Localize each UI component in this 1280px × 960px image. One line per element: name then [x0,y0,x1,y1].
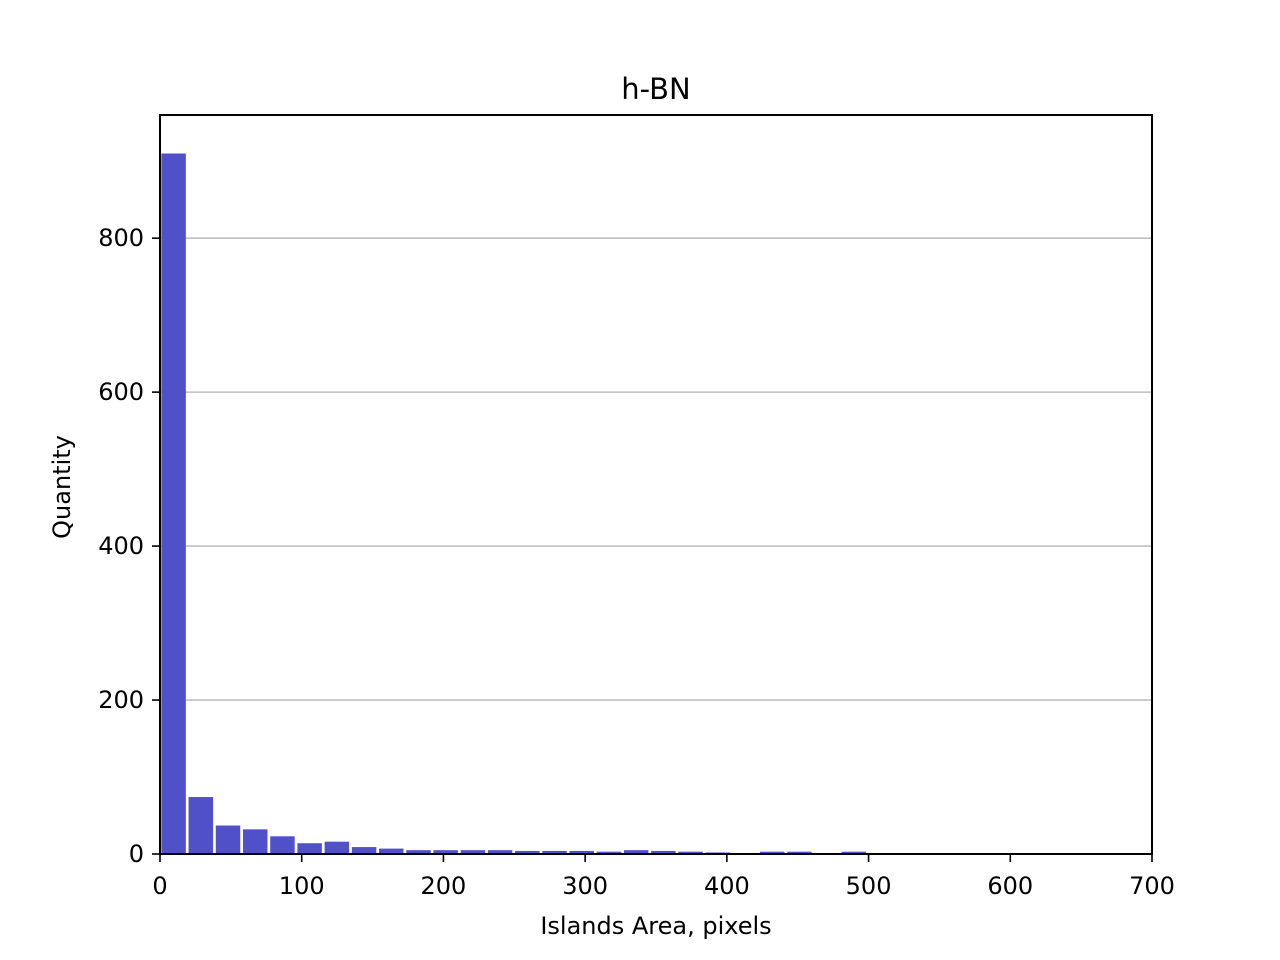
histogram-bar [569,850,594,854]
histogram-bar [596,851,622,854]
histogram-bar [678,851,703,854]
y-tick-label: 0 [129,840,144,868]
histogram-bar [460,850,486,854]
histogram-bar [161,153,186,855]
x-tick-label: 600 [987,872,1033,900]
x-tick-label: 0 [152,872,167,900]
histogram-bar [324,841,350,854]
histogram-bar [242,829,268,854]
x-tick-label: 700 [1129,872,1175,900]
histogram-bar [406,850,431,854]
y-axis-label: Quantity [48,435,76,539]
y-tick-label: 400 [98,532,144,560]
chart-title: h-BN [621,72,690,106]
y-axis-ticks: 0 200 400 600 800 [98,224,160,868]
y-tick-label: 800 [98,224,144,252]
y-tick-label: 600 [98,378,144,406]
x-tick-label: 200 [421,872,467,900]
histogram-bar [841,851,867,854]
histogram-bar [759,851,785,854]
histogram-bar [215,825,241,854]
histogram-bar [542,850,567,854]
y-tick-label: 200 [98,686,144,714]
histogram-bar [188,797,214,854]
histogram-bar [433,850,458,854]
histogram-bar [787,851,812,854]
plot-frame [159,114,1153,855]
histogram-bar [270,836,295,854]
histogram-bars [161,153,867,855]
x-axis-ticks: 0 100 200 300 400 500 600 700 [152,854,1175,900]
histogram-bar [487,850,513,854]
x-axis-label: Islands Area, pixels [540,912,771,940]
x-tick-label: 300 [562,872,608,900]
histogram-bar [351,847,377,854]
histogram-bar [297,843,322,854]
x-tick-label: 500 [846,872,892,900]
histogram-bar [651,850,676,854]
histogram-bar [515,850,540,854]
x-tick-label: 400 [704,872,750,900]
y-gridlines [160,237,1152,701]
x-tick-label: 100 [279,872,325,900]
histogram-bar [379,848,404,854]
histogram-bar [623,850,649,854]
